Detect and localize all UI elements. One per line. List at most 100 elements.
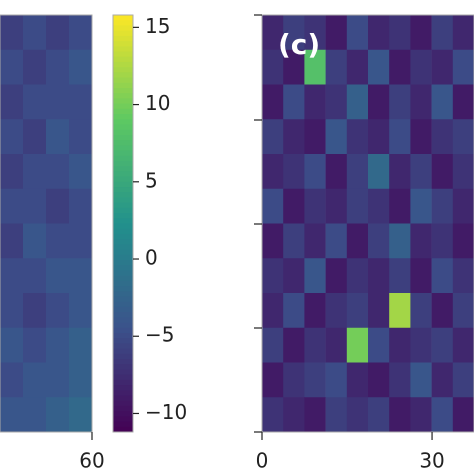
heatmap-cell xyxy=(410,49,432,85)
colorbar-strip xyxy=(113,270,133,277)
heatmap-cell xyxy=(452,397,474,433)
heatmap-cell xyxy=(0,119,24,155)
heatmap-cell xyxy=(262,154,284,190)
colorbar-strip xyxy=(113,332,133,339)
heatmap-cell xyxy=(346,15,369,51)
colorbar-strip xyxy=(113,181,133,188)
colorbar-strip xyxy=(113,286,133,292)
heatmap-cell xyxy=(325,84,348,120)
heatmap-cell xyxy=(325,258,348,294)
heatmap-cell xyxy=(283,119,305,155)
heatmap-cell xyxy=(46,293,70,329)
colorbar-strip xyxy=(113,103,133,110)
colorbar-strip xyxy=(113,348,133,355)
heatmap-cell xyxy=(46,154,70,190)
heatmap-cell xyxy=(325,154,348,190)
colorbar-strip xyxy=(113,82,133,89)
heatmap-cell xyxy=(325,362,348,398)
heatmap-cell xyxy=(431,258,454,294)
heatmap-cell xyxy=(325,49,348,85)
heatmap-cell xyxy=(389,293,411,329)
colorbar-strip xyxy=(113,25,133,32)
heatmap-cell xyxy=(431,154,454,190)
colorbar-strip xyxy=(113,166,133,172)
colorbar-strip xyxy=(113,197,133,204)
heatmap-cell xyxy=(23,293,47,329)
heatmap-cell xyxy=(304,154,326,190)
colorbar-strip xyxy=(113,395,133,402)
colorbar-strip xyxy=(113,239,133,245)
heatmap-cell xyxy=(410,327,432,363)
colorbar-strip xyxy=(113,327,133,334)
heatmap-cell xyxy=(69,293,93,329)
colorbar-strip xyxy=(113,35,133,42)
colorbar-strip xyxy=(113,301,133,308)
colorbar-strip xyxy=(113,93,133,99)
heatmap-cell xyxy=(325,223,348,259)
heatmap-cell xyxy=(0,223,24,259)
heatmap-cell xyxy=(389,119,411,155)
colorbar-strip xyxy=(113,369,133,376)
heatmap-cell xyxy=(346,293,369,329)
colorbar-strip xyxy=(113,317,133,324)
heatmap-cell xyxy=(389,188,411,224)
heatmap-cell xyxy=(368,397,390,433)
heatmap-cell xyxy=(346,258,369,294)
colorbar-strip xyxy=(113,343,133,350)
colorbar-strip xyxy=(113,228,133,235)
heatmap-cell xyxy=(410,223,432,259)
heatmap-cell xyxy=(431,119,454,155)
heatmap-cell xyxy=(69,154,93,190)
heatmap-cell xyxy=(346,223,369,259)
heatmap-cell xyxy=(46,84,70,120)
heatmap-cell xyxy=(431,84,454,120)
heatmap-cell xyxy=(304,223,326,259)
heatmap-cell xyxy=(46,362,70,398)
heatmap-cell xyxy=(431,397,454,433)
x-tick-label: 60 xyxy=(79,449,104,473)
colorbar-strip xyxy=(113,77,133,84)
heatmap-cell xyxy=(23,49,47,85)
heatmap-cell xyxy=(46,258,70,294)
heatmap-cell xyxy=(346,362,369,398)
colorbar-strip xyxy=(113,411,133,417)
heatmap-cell xyxy=(389,49,411,85)
colorbar-strip xyxy=(113,129,133,136)
heatmap-cell xyxy=(46,188,70,224)
heatmap-cell xyxy=(69,223,93,259)
colorbar-strip xyxy=(113,160,133,167)
colorbar-strip xyxy=(113,421,133,428)
heatmap-cell xyxy=(69,188,93,224)
colorbar-strip xyxy=(113,15,133,21)
heatmap-cell xyxy=(346,397,369,433)
heatmap-cell xyxy=(389,84,411,120)
heatmap-cell xyxy=(304,258,326,294)
heatmap-cell xyxy=(410,188,432,224)
heatmap-cell xyxy=(431,362,454,398)
heatmap-cell xyxy=(452,188,474,224)
heatmap-cell xyxy=(23,119,47,155)
colorbar-strip xyxy=(113,176,133,183)
heatmap-cell xyxy=(389,327,411,363)
colorbar-strip xyxy=(113,134,133,141)
colorbar-strip xyxy=(113,98,133,105)
heatmap-cell xyxy=(304,49,326,85)
heatmap-cell xyxy=(23,327,47,363)
colorbar-strip xyxy=(113,312,133,318)
plot-frame xyxy=(0,14,93,433)
heatmap-cell xyxy=(283,15,305,51)
colorbar-strip xyxy=(113,338,133,344)
heatmap-cell xyxy=(262,293,284,329)
colorbar-strip xyxy=(113,124,133,131)
heatmap-cell xyxy=(325,293,348,329)
heatmap-cell xyxy=(346,119,369,155)
heatmap-cell xyxy=(368,154,390,190)
colorbar-strip xyxy=(113,218,133,224)
colorbar-strip xyxy=(113,171,133,178)
heatmap-cell xyxy=(46,119,70,155)
heatmap-cell xyxy=(452,258,474,294)
heatmap-cell xyxy=(368,293,390,329)
colorbar-strip xyxy=(113,353,133,360)
heatmap-cell xyxy=(23,397,47,433)
